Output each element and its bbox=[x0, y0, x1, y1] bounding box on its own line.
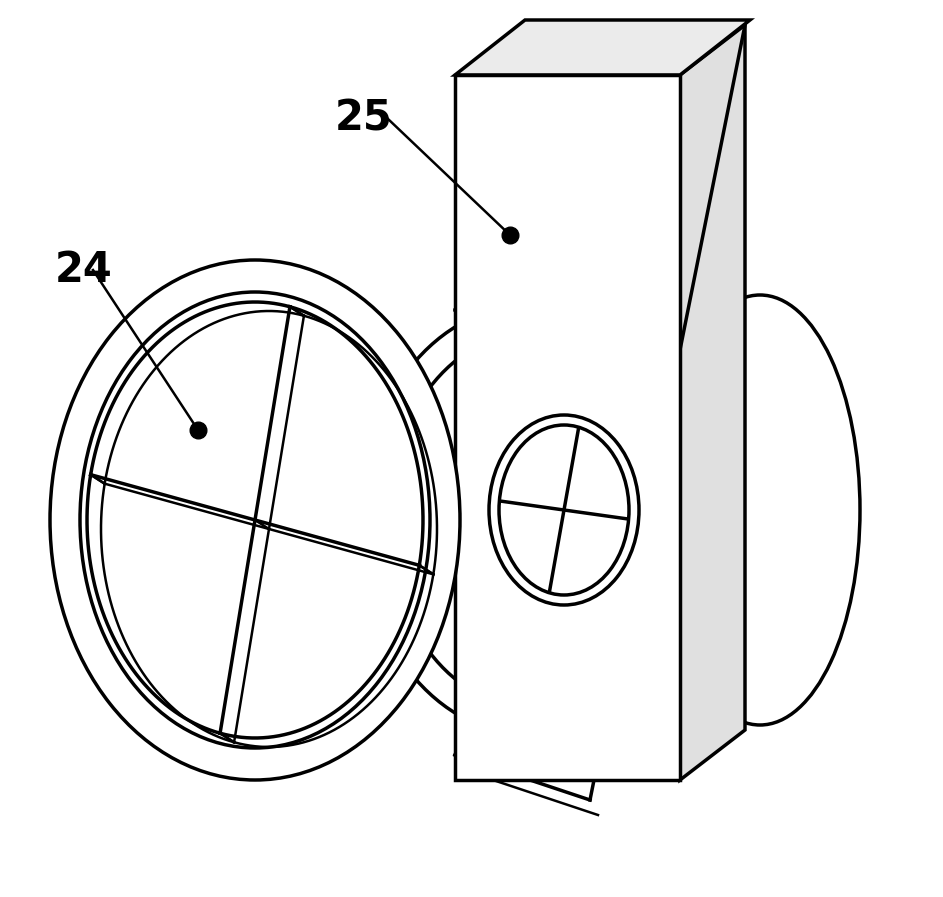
Ellipse shape bbox=[50, 260, 460, 780]
Polygon shape bbox=[680, 25, 745, 780]
Ellipse shape bbox=[489, 415, 639, 605]
Ellipse shape bbox=[80, 292, 430, 748]
Polygon shape bbox=[455, 20, 750, 75]
Text: 25: 25 bbox=[335, 97, 392, 139]
Text: 24: 24 bbox=[55, 249, 113, 291]
Ellipse shape bbox=[360, 305, 700, 735]
Ellipse shape bbox=[660, 295, 860, 725]
Polygon shape bbox=[455, 75, 680, 780]
